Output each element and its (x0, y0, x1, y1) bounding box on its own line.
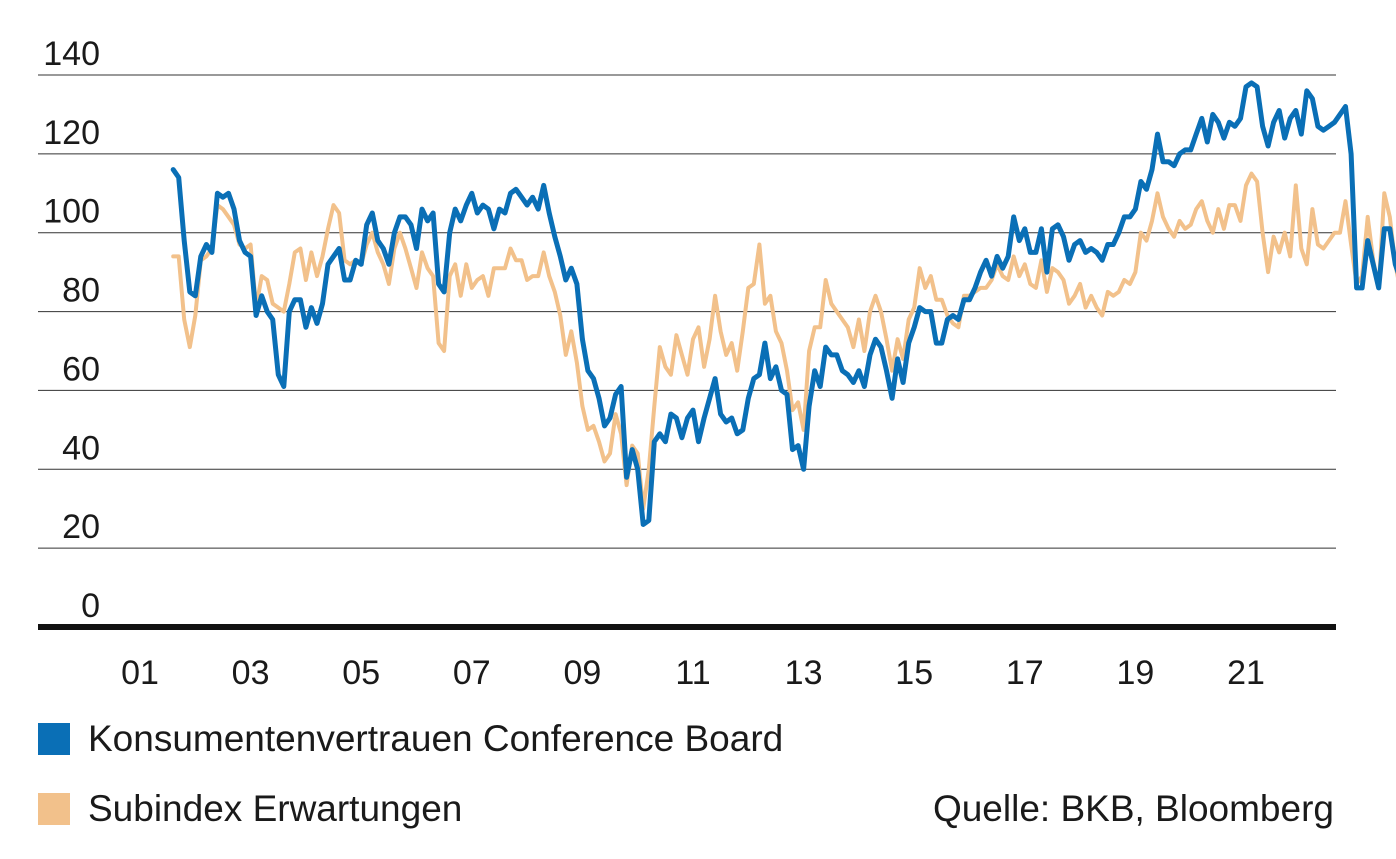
y-tick-label: 120 (43, 114, 100, 152)
series-lines (170, 80, 1396, 527)
y-tick-label: 80 (62, 272, 100, 310)
legend-label-konsumentenvertrauen: Konsumentenvertrauen Conference Board (88, 718, 784, 759)
y-tick-label: 40 (62, 429, 100, 467)
x-tick-label: 07 (453, 654, 491, 692)
y-tick-label: 140 (43, 35, 100, 73)
legend-item-konsumentenvertrauen: Konsumentenvertrauen Conference Board (38, 718, 783, 760)
x-tick-label: 01 (121, 654, 159, 692)
x-tick-label: 19 (1116, 654, 1154, 692)
x-tick-label: 17 (1006, 654, 1044, 692)
series-line-subindex (171, 171, 1396, 511)
x-tick-label: 09 (563, 654, 601, 692)
legend-label-subindex: Subindex Erwartungen (88, 788, 463, 829)
x-tick-label: 05 (342, 654, 380, 692)
x-tick-label: 11 (675, 654, 710, 692)
y-tick-label: 60 (62, 350, 100, 388)
x-axis-ticks: 01 03 05 07 09 11 13 15 17 19 21 (121, 654, 1265, 692)
y-tick-label: 20 (62, 508, 100, 546)
y-tick-label: 0 (81, 587, 100, 625)
y-axis-ticks: 0 20 40 60 80 100 120 140 (43, 35, 100, 625)
grid-lines (38, 74, 1336, 549)
x-tick-label: 13 (785, 654, 823, 692)
source-note: Quelle: BKB, Bloomberg (932, 788, 1334, 829)
x-tick-label: 03 (232, 654, 270, 692)
line-chart: 0 20 40 60 80 100 120 140 01 03 05 07 09 11 13 15 17 19 2… (38, 35, 1396, 692)
legend-swatch-blue (38, 723, 70, 755)
series-line-konsumentenvertrauen (170, 80, 1396, 527)
x-tick-label: 15 (895, 654, 933, 692)
legend-swatch-orange (38, 793, 70, 825)
x-tick-label: 21 (1227, 654, 1265, 692)
legend-item-subindex: Subindex Erwartungen (38, 788, 462, 830)
y-tick-label: 100 (43, 193, 100, 231)
